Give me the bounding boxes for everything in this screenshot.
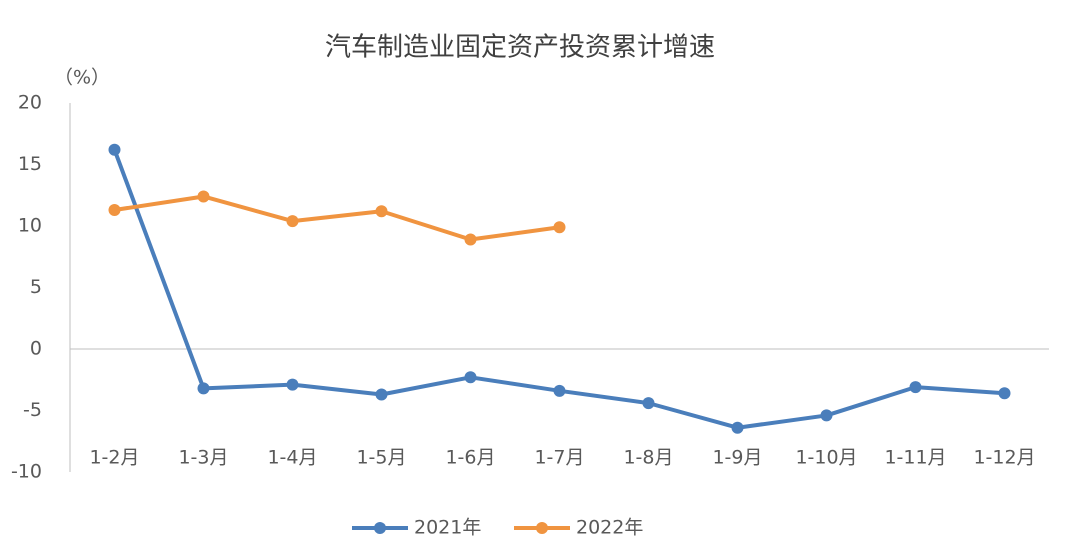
point-marker xyxy=(553,384,566,397)
point-marker xyxy=(375,388,388,401)
point-marker xyxy=(464,233,477,246)
x-tick-label: 1-11月 xyxy=(884,447,946,469)
point-marker xyxy=(820,409,833,422)
x-tick-label: 1-9月 xyxy=(712,447,762,469)
point-marker xyxy=(375,205,388,218)
point-marker xyxy=(731,421,744,434)
legend-marker xyxy=(374,522,386,534)
point-marker xyxy=(108,204,121,217)
chart-title: 汽车制造业固定资产投资累计增速 xyxy=(325,33,715,63)
legend-marker xyxy=(536,522,548,534)
x-tick-label: 1-6月 xyxy=(445,447,495,469)
y-tick-label: -5 xyxy=(23,399,42,421)
x-tick-label: 1-12月 xyxy=(973,447,1035,469)
point-marker xyxy=(286,378,299,391)
x-tick-label: 1-7月 xyxy=(534,447,584,469)
x-tick-label: 1-8月 xyxy=(623,447,673,469)
y-axis-label: （%） xyxy=(54,67,110,89)
point-marker xyxy=(197,382,210,395)
x-tick-label: 1-10月 xyxy=(795,447,857,469)
x-tick-label: 1-4月 xyxy=(267,447,317,469)
point-marker xyxy=(909,381,922,394)
point-marker xyxy=(553,221,566,234)
point-marker xyxy=(642,397,655,410)
point-marker xyxy=(286,215,299,228)
point-marker xyxy=(998,387,1011,400)
x-tick-label: 1-5月 xyxy=(356,447,406,469)
y-tick-label: 20 xyxy=(18,92,42,114)
x-tick-label: 1-3月 xyxy=(178,447,228,469)
point-marker xyxy=(197,190,210,203)
y-tick-label: 0 xyxy=(30,338,42,360)
y-tick-label: 5 xyxy=(30,276,42,298)
legend-label: 2021年 xyxy=(414,517,481,539)
series-line xyxy=(114,194,560,242)
y-tick-label: 15 xyxy=(18,153,42,175)
x-tick-label: 1-2月 xyxy=(89,447,139,469)
y-tick-label: 10 xyxy=(18,215,42,237)
point-marker xyxy=(464,371,477,384)
y-tick-label: -10 xyxy=(11,461,42,483)
legend-label: 2022年 xyxy=(576,517,643,539)
point-marker xyxy=(108,143,121,156)
